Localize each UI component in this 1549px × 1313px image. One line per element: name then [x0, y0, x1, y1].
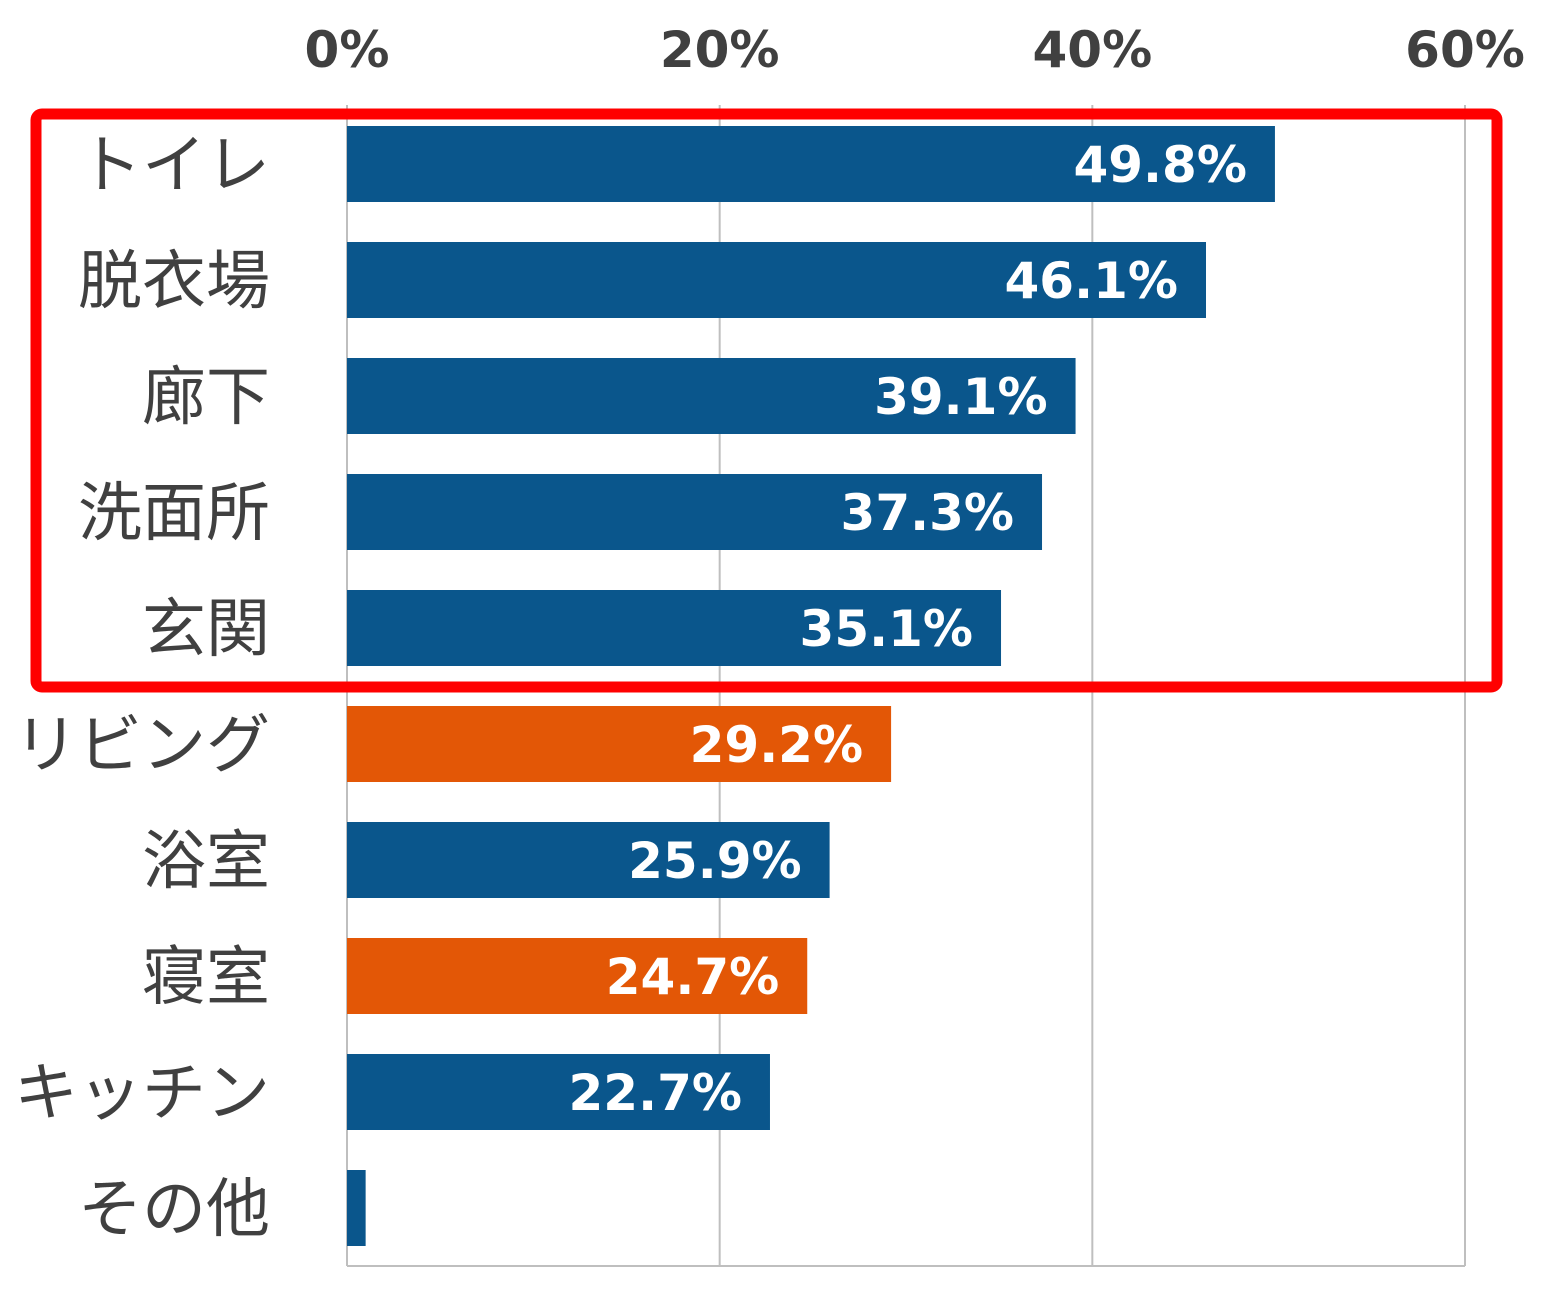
category-label-1: 脱衣場 — [78, 245, 270, 319]
data-label-2: 39.1% — [874, 368, 1047, 426]
data-label-3: 37.3% — [841, 484, 1014, 542]
data-labels: 49.8% 46.1% 39.1% 37.3% 35.1% 29.2% 25.9% 24.7%… — [569, 136, 1247, 1122]
x-tick-label-60: 60% — [1405, 21, 1525, 79]
bar-4 — [347, 590, 1002, 666]
x-tick-label-0: 0% — [305, 21, 390, 79]
category-label-8: キッチン — [14, 1057, 270, 1131]
bar-3 — [347, 474, 1043, 550]
category-label-3: 洗面所 — [78, 477, 270, 551]
bar-5 — [347, 706, 892, 782]
data-label-5: 29.2% — [690, 716, 863, 774]
bar-9 — [347, 1170, 366, 1246]
bar-6 — [347, 822, 830, 898]
category-label-7: 寝室 — [142, 941, 270, 1015]
highlight-box — [30, 108, 1503, 693]
data-label-8: 22.7% — [569, 1064, 742, 1122]
bar-7 — [347, 938, 808, 1014]
category-label-6: 浴室 — [142, 825, 270, 899]
category-label-4: 玄関 — [142, 593, 270, 667]
data-label-1: 46.1% — [1005, 252, 1178, 310]
category-label-2: 廊下 — [142, 361, 270, 435]
bar-8 — [347, 1054, 770, 1130]
bar-2 — [347, 358, 1076, 434]
x-tick-label-20: 20% — [660, 21, 780, 79]
data-label-4: 35.1% — [800, 600, 973, 658]
bar-1 — [347, 242, 1206, 318]
category-label-0: トイレ — [78, 129, 270, 203]
data-label-0: 49.8% — [1073, 136, 1246, 194]
x-tick-label-40: 40% — [1032, 21, 1152, 79]
bars — [347, 126, 1275, 1246]
category-label-5: リビング — [14, 709, 270, 783]
data-label-6: 25.9% — [628, 832, 801, 890]
data-label-7: 24.7% — [606, 948, 779, 1006]
x-tick-labels: 0% 20% 40% 60% — [305, 21, 1525, 79]
highlight-overlay — [30, 108, 1503, 693]
category-label-9: その他 — [78, 1173, 270, 1247]
bar-0 — [347, 126, 1275, 202]
